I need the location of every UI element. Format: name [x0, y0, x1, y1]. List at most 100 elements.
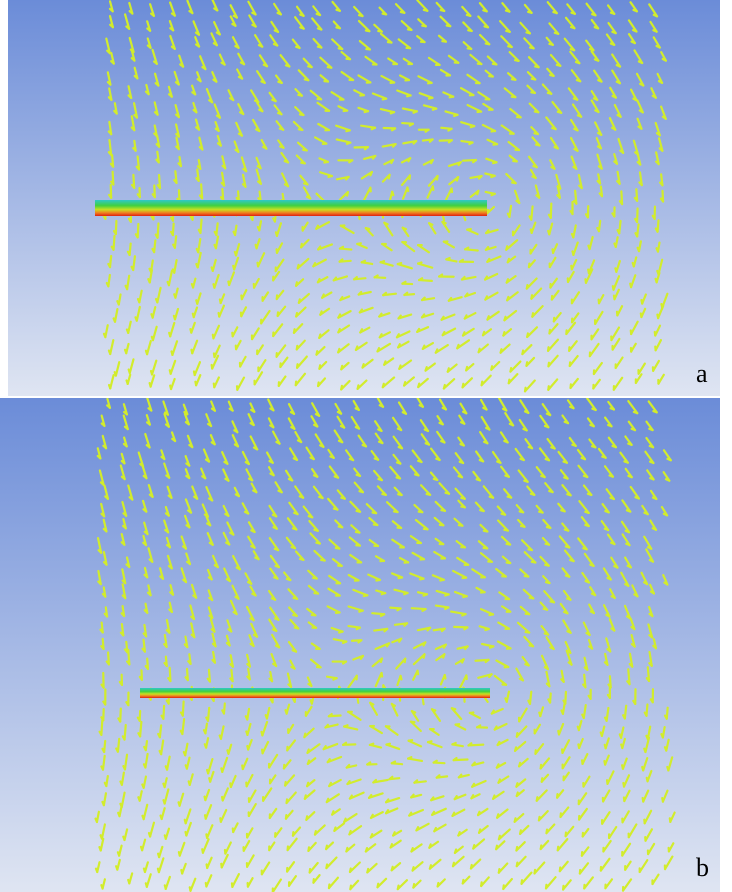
vector-head	[185, 820, 186, 823]
vector-head	[516, 783, 517, 786]
vector-head	[515, 60, 519, 61]
vector-head	[305, 795, 306, 798]
vector-head	[588, 270, 589, 274]
vector-head	[532, 313, 533, 317]
vector-head	[276, 566, 279, 567]
vector-head	[300, 559, 303, 560]
vector-head	[309, 516, 312, 517]
vector-head	[196, 300, 197, 303]
vector-head	[443, 332, 445, 335]
vector-head	[479, 829, 480, 832]
vector-head	[357, 475, 360, 476]
vector-head	[307, 750, 308, 753]
vector-head	[515, 747, 516, 750]
vector-head	[585, 512, 588, 513]
vector-head	[527, 285, 528, 289]
vector-head	[308, 847, 309, 851]
vector-head	[462, 614, 465, 615]
vector-head	[291, 412, 294, 414]
vector-head	[490, 646, 493, 647]
vector-head	[391, 844, 392, 847]
vector-head	[274, 577, 277, 578]
vector-head	[426, 367, 427, 370]
vector-head	[356, 427, 359, 428]
vector-head	[313, 578, 317, 579]
vector-head	[508, 259, 509, 262]
vector-head	[578, 115, 581, 116]
vector-head	[300, 496, 303, 497]
vector-head	[545, 633, 548, 634]
vector-head	[294, 598, 297, 599]
vector-head	[205, 797, 206, 801]
vector-head	[571, 27, 574, 28]
vector-head	[520, 679, 523, 681]
vector-head	[480, 460, 483, 461]
vector-head	[181, 731, 183, 734]
vector-head	[604, 761, 605, 765]
vector-head	[633, 10, 636, 11]
vector-head	[335, 476, 338, 477]
vector-head	[612, 596, 615, 598]
vector-head	[549, 491, 552, 492]
vector-head	[123, 736, 125, 739]
vector-head	[645, 713, 647, 716]
vector-head	[595, 110, 598, 112]
vector-head	[444, 385, 445, 388]
vector-head	[512, 183, 516, 184]
vector-head	[432, 709, 435, 710]
vector-head	[665, 747, 666, 750]
vector-head	[168, 282, 169, 285]
vector-head	[338, 412, 341, 414]
vector-head	[197, 249, 199, 252]
vector-head	[380, 334, 382, 337]
vector-head	[467, 15, 470, 16]
vector-head	[296, 282, 297, 286]
vector-head	[357, 511, 361, 512]
vector-head	[255, 558, 258, 560]
vector-head	[270, 474, 273, 476]
vector-head	[635, 497, 638, 498]
vector-head	[487, 316, 488, 319]
vector-head	[558, 731, 559, 735]
vector-head	[193, 314, 194, 317]
vector-head	[428, 741, 432, 742]
vector-head	[632, 429, 635, 430]
vector-head	[565, 422, 568, 423]
vector-head	[378, 31, 382, 32]
vector-head	[316, 543, 320, 544]
vector-head	[280, 129, 283, 130]
vector-head	[515, 818, 516, 821]
vector-head	[392, 192, 393, 195]
vector-head	[132, 267, 134, 270]
vector-head	[483, 408, 486, 410]
vector-head	[179, 852, 180, 855]
vector-head	[547, 414, 550, 415]
vector-head	[245, 512, 248, 514]
vector-head	[425, 430, 428, 431]
vector-head	[144, 747, 146, 750]
vector-head	[202, 849, 203, 853]
vector-head	[405, 659, 406, 663]
vector-head	[553, 12, 556, 13]
vector-head	[611, 543, 614, 544]
vector-head	[512, 79, 516, 80]
vector-head	[117, 301, 118, 304]
vector-head	[306, 816, 307, 820]
vector-head	[618, 230, 620, 233]
vector-head	[194, 371, 195, 375]
vector-head	[158, 734, 160, 737]
vector-head	[320, 445, 323, 446]
vector-head	[597, 228, 599, 231]
vector-head	[241, 63, 244, 65]
vector-head	[553, 249, 554, 253]
vector-head	[582, 715, 584, 718]
vector-head	[273, 515, 276, 516]
vector-head	[270, 409, 273, 411]
vector-head	[123, 766, 125, 769]
vector-head	[650, 462, 653, 463]
vector-head	[286, 65, 289, 66]
vector-head	[431, 160, 433, 163]
vector-head	[276, 442, 279, 444]
vector-head	[546, 830, 547, 834]
vector-head	[594, 98, 597, 99]
